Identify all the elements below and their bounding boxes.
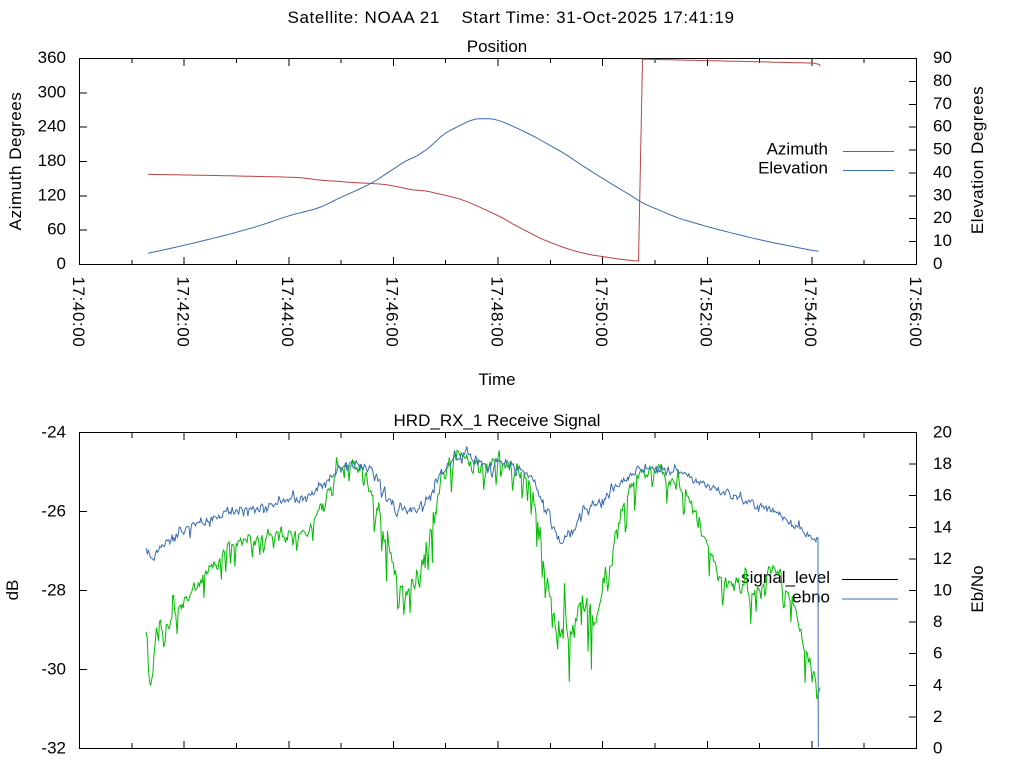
svg-text:180: 180 (38, 151, 66, 170)
svg-text:-28: -28 (41, 581, 66, 600)
svg-text:10: 10 (933, 231, 952, 250)
svg-text:17:52:00: 17:52:00 (697, 277, 716, 348)
svg-text:80: 80 (933, 71, 952, 90)
svg-text:-24: -24 (41, 423, 66, 442)
svg-text:Satellite: NOAA 21 Start Ti: Satellite: NOAA 21 Start Time: 31-Oct-20… (287, 8, 734, 27)
svg-text:10: 10 (933, 581, 952, 600)
svg-text:17:48:00: 17:48:00 (487, 277, 506, 348)
svg-text:70: 70 (933, 94, 952, 113)
svg-text:dB: dB (3, 580, 22, 601)
svg-text:0: 0 (57, 254, 66, 273)
svg-text:20: 20 (933, 208, 952, 227)
svg-text:Position: Position (467, 37, 527, 56)
svg-text:Eb/No: Eb/No (968, 565, 987, 612)
svg-text:50: 50 (933, 140, 952, 159)
svg-text:60: 60 (933, 117, 952, 136)
svg-text:2: 2 (933, 707, 942, 726)
svg-text:-30: -30 (41, 660, 66, 679)
svg-text:40: 40 (933, 162, 952, 181)
svg-text:0: 0 (933, 254, 942, 273)
svg-text:17:40:00: 17:40:00 (69, 277, 88, 348)
svg-text:12: 12 (933, 549, 952, 568)
svg-text:17:44:00: 17:44:00 (278, 277, 297, 348)
svg-text:Time: Time (478, 370, 515, 389)
svg-text:Azimuth Degrees: Azimuth Degrees (6, 92, 25, 231)
svg-text:-26: -26 (41, 502, 66, 521)
svg-text:120: 120 (38, 185, 66, 204)
svg-text:20: 20 (933, 423, 952, 442)
svg-text:17:50:00: 17:50:00 (592, 277, 611, 348)
svg-text:14: 14 (933, 517, 952, 536)
svg-text:Elevation Degrees: Elevation Degrees (968, 86, 987, 234)
svg-text:17:46:00: 17:46:00 (383, 277, 402, 348)
svg-text:0: 0 (933, 739, 942, 758)
svg-text:18: 18 (933, 454, 952, 473)
svg-text:17:56:00: 17:56:00 (906, 277, 925, 348)
svg-text:ebno: ebno (792, 588, 830, 607)
svg-text:8: 8 (933, 612, 942, 631)
svg-text:-32: -32 (41, 739, 66, 758)
svg-text:300: 300 (38, 82, 66, 101)
svg-text:16: 16 (933, 486, 952, 505)
svg-text:HRD_RX_1 Receive Signal: HRD_RX_1 Receive Signal (394, 411, 601, 430)
svg-text:360: 360 (38, 48, 66, 67)
svg-text:Azimuth: Azimuth (767, 140, 828, 159)
svg-text:6: 6 (933, 644, 942, 663)
svg-text:90: 90 (933, 48, 952, 67)
svg-text:4: 4 (933, 675, 942, 694)
svg-text:signal_level: signal_level (741, 568, 830, 587)
svg-text:Elevation: Elevation (758, 159, 828, 178)
svg-text:17:42:00: 17:42:00 (173, 277, 192, 348)
svg-text:17:54:00: 17:54:00 (801, 277, 820, 348)
svg-text:60: 60 (47, 220, 66, 239)
svg-text:240: 240 (38, 117, 66, 136)
svg-text:30: 30 (933, 185, 952, 204)
